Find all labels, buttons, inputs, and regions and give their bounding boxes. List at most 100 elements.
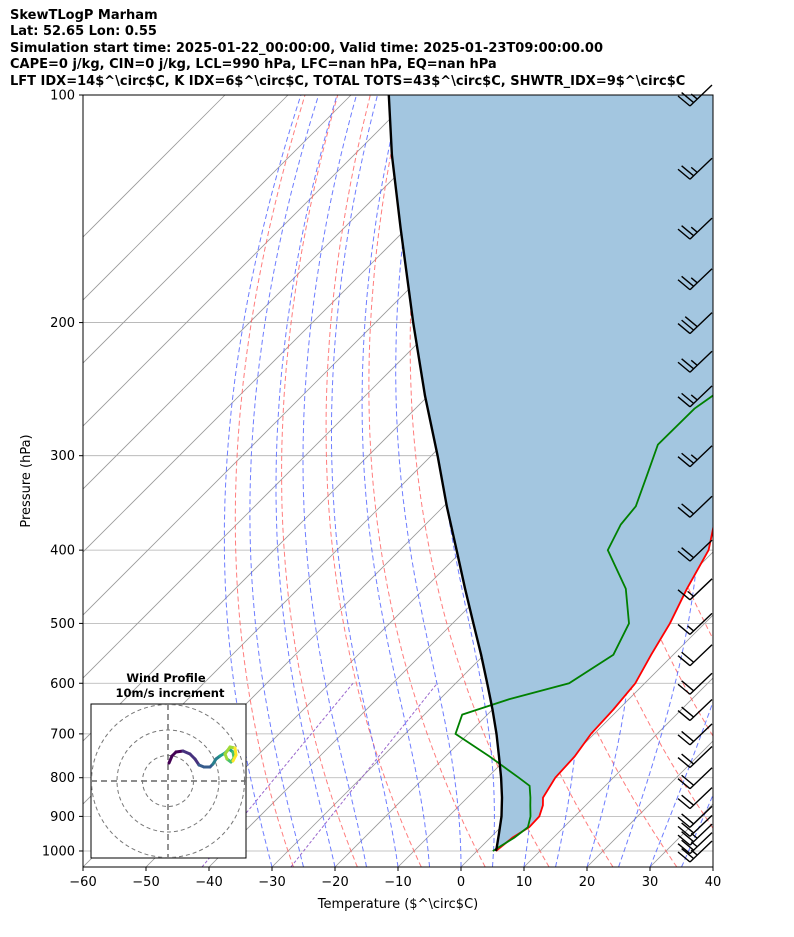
moist-adiabat: [649, 700, 713, 867]
barb-flag: [684, 316, 698, 328]
wind-barb: [677, 644, 713, 667]
barb-flag: [681, 822, 695, 834]
barb-flag: [681, 319, 695, 331]
wind-barb: [677, 217, 713, 240]
wind-barb: [677, 723, 713, 746]
y-tick-label: 200: [50, 316, 75, 331]
isotherm-line: [83, 95, 226, 238]
y-tick-label: 900: [50, 810, 75, 825]
isotherm-line: [83, 95, 478, 490]
dry-adiabat: [729, 95, 794, 867]
barb-flag: [681, 92, 695, 104]
barb-flag: [681, 392, 695, 404]
time-line: Simulation start time: 2025-01-22_00:00:…: [10, 40, 603, 56]
barb-half-flag: [690, 454, 698, 461]
barb-staff: [689, 723, 713, 746]
barb-staff: [689, 767, 713, 790]
wind-barb: [677, 578, 713, 601]
wind-barb: [677, 157, 713, 180]
barb-flag: [677, 623, 691, 635]
y-tick-label: 1000: [42, 844, 75, 859]
barb-staff: [689, 385, 713, 408]
x-tick-label: 0: [457, 875, 465, 890]
y-axis-ticks: 1000 900 800 700 600 500 400 300 200 100: [42, 89, 83, 859]
profile-lines: [387, 95, 713, 852]
barb-flag: [681, 651, 695, 663]
barb-flag: [677, 361, 691, 373]
barb-flag: [677, 778, 691, 790]
x-axis-label: Temperature ($^\circ$C): [317, 897, 478, 912]
inset-speed-ring: [91, 704, 245, 858]
hodograph-segment: [231, 753, 238, 763]
y-tick-label: 300: [50, 449, 75, 464]
x-tick-label: −50: [132, 875, 159, 890]
barb-flag: [681, 452, 695, 464]
isotherm-line: [83, 95, 289, 301]
barb-flag: [677, 95, 691, 107]
barb-flag: [681, 165, 695, 177]
cape-line: CAPE=0 j/kg, CIN=0 j/kg, LCL=990 hPa, LF…: [10, 57, 497, 73]
y-tick-label: 800: [50, 771, 75, 786]
mixing-ratio-line: [290, 682, 438, 867]
barb-flag: [677, 506, 691, 518]
barb-flag: [677, 710, 691, 722]
wind-barb: [677, 767, 713, 790]
wind-barb: [677, 787, 713, 810]
barb-flag: [681, 503, 695, 515]
dry-adiabat: [368, 95, 486, 867]
barb-flag: [681, 753, 695, 765]
barb-flag: [677, 683, 691, 695]
moist-adiabat: [395, 95, 462, 867]
barb-flag: [677, 550, 691, 562]
barb-flag: [677, 279, 691, 291]
barb-staff: [689, 217, 713, 240]
inset-speed-ring: [142, 755, 194, 807]
inset-subtitle: 10m/s increment: [116, 686, 225, 700]
y-tick-label: 600: [50, 677, 75, 692]
y-tick-label: 700: [50, 727, 75, 742]
barb-flag: [677, 843, 691, 855]
barb-half-flag: [690, 359, 698, 366]
barb-flag: [677, 798, 691, 810]
barb-staff: [689, 157, 713, 180]
moist-adiabat: [361, 95, 430, 867]
temperature-line: [495, 524, 713, 852]
wind-barb: [677, 814, 713, 837]
wind-barb: [677, 385, 713, 408]
moist-adiabat: [331, 95, 399, 867]
barb-flag: [677, 834, 691, 846]
barb-flag: [681, 839, 695, 851]
barb-staff: [689, 644, 713, 667]
barb-half-flag: [687, 590, 695, 597]
isotherm-line: [712, 866, 713, 867]
dry-adiabat: [762, 95, 794, 867]
x-tick-label: 40: [705, 875, 722, 890]
barb-flag: [681, 706, 695, 718]
barb-staff: [689, 539, 713, 562]
barb-staff: [689, 672, 713, 695]
barb-half-flag: [687, 625, 695, 632]
barb-staff: [689, 832, 713, 855]
x-tick-label: 20: [579, 875, 596, 890]
x-tick-label: −10: [384, 875, 411, 890]
barb-flag: [677, 168, 691, 180]
x-tick-label: −30: [258, 875, 285, 890]
barb-flag: [681, 774, 695, 786]
wind-barb: [677, 699, 713, 722]
moist-adiabat: [712, 865, 713, 867]
wind-barb: [677, 840, 713, 863]
barb-flag: [681, 847, 695, 860]
dewpoint-line: [454, 394, 713, 852]
isotherm-line: [460, 614, 713, 867]
y-tick-label: 400: [50, 544, 75, 559]
wind-barb: [677, 805, 713, 828]
barb-flag: [677, 851, 691, 863]
barb-half-flag: [690, 394, 698, 401]
wind-barbs: [677, 84, 713, 863]
dry-adiabat: [325, 95, 422, 867]
barb-flag: [681, 813, 695, 825]
barb-staff: [689, 746, 713, 769]
barb-flag: [681, 680, 695, 692]
wind-profile-inset: Wind Profile 10m/s increment: [90, 671, 247, 859]
